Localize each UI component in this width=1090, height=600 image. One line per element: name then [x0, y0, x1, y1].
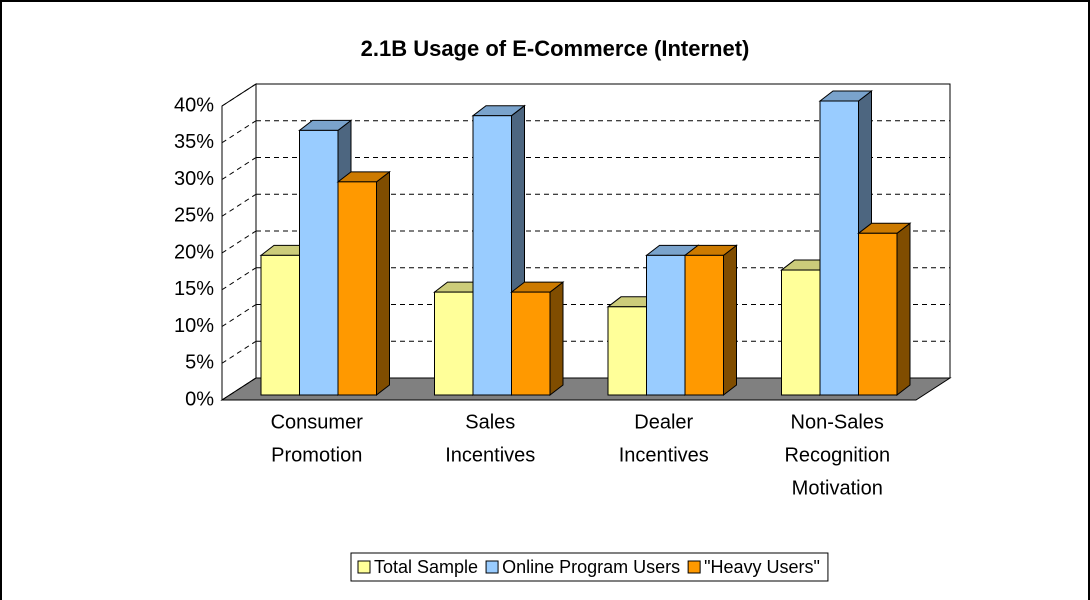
- x-tick-label: Consumer: [271, 411, 364, 433]
- bar: [434, 291, 474, 396]
- x-tick-label: Motivation: [792, 477, 883, 499]
- x-tick-label: Sales: [465, 411, 515, 433]
- grid-line: [221, 340, 257, 364]
- bar: [858, 232, 898, 396]
- x-tick-label: Non-Sales: [791, 411, 884, 433]
- y-tick-label: 5%: [185, 352, 214, 374]
- grid-line: [221, 193, 257, 217]
- legend-swatch: [687, 560, 701, 574]
- y-tick-label: 35%: [174, 131, 214, 153]
- bar: [646, 254, 686, 396]
- y-tick-label: 0%: [185, 388, 214, 410]
- y-tick-label: 20%: [174, 241, 214, 263]
- bar: [511, 291, 551, 396]
- x-tick-label: Dealer: [634, 411, 693, 433]
- bar: [299, 129, 339, 396]
- x-tick-label: Incentives: [619, 444, 709, 466]
- x-tick-label: Incentives: [445, 444, 535, 466]
- grid-line: [221, 267, 257, 291]
- y-tick-label: 40%: [174, 94, 214, 116]
- bar: [781, 269, 821, 396]
- grid-line: [221, 83, 257, 107]
- grid-line: [221, 157, 257, 180]
- legend-label: Total Sample: [374, 557, 478, 577]
- bar-side: [376, 170, 390, 397]
- bar: [819, 100, 859, 396]
- bar-side: [723, 244, 737, 397]
- chart-title: 2.1B Usage of E-Commerce (Internet): [361, 36, 750, 61]
- grid-line: [221, 377, 257, 401]
- bar: [337, 181, 377, 396]
- bar-side: [896, 222, 911, 397]
- y-tick-label: 10%: [174, 315, 214, 337]
- bar: [260, 254, 300, 396]
- legend-swatch: [357, 560, 371, 574]
- bar: [684, 254, 724, 396]
- x-tick-label: Promotion: [271, 444, 362, 466]
- grid-line: [221, 230, 257, 254]
- grid-line: [221, 120, 257, 144]
- grid-line: [221, 304, 257, 327]
- legend-swatch: [485, 560, 499, 574]
- y-tick-label: 30%: [174, 168, 214, 190]
- legend-label: "Heavy Users": [704, 557, 820, 577]
- x-tick-label: Recognition: [784, 444, 890, 466]
- y-tick-label: 15%: [174, 278, 214, 300]
- bar: [607, 306, 647, 396]
- legend-label: Online Program Users: [502, 557, 680, 577]
- bar-side: [549, 281, 564, 397]
- bar: [472, 115, 512, 396]
- y-tick-label: 25%: [174, 205, 214, 227]
- legend: [350, 552, 829, 582]
